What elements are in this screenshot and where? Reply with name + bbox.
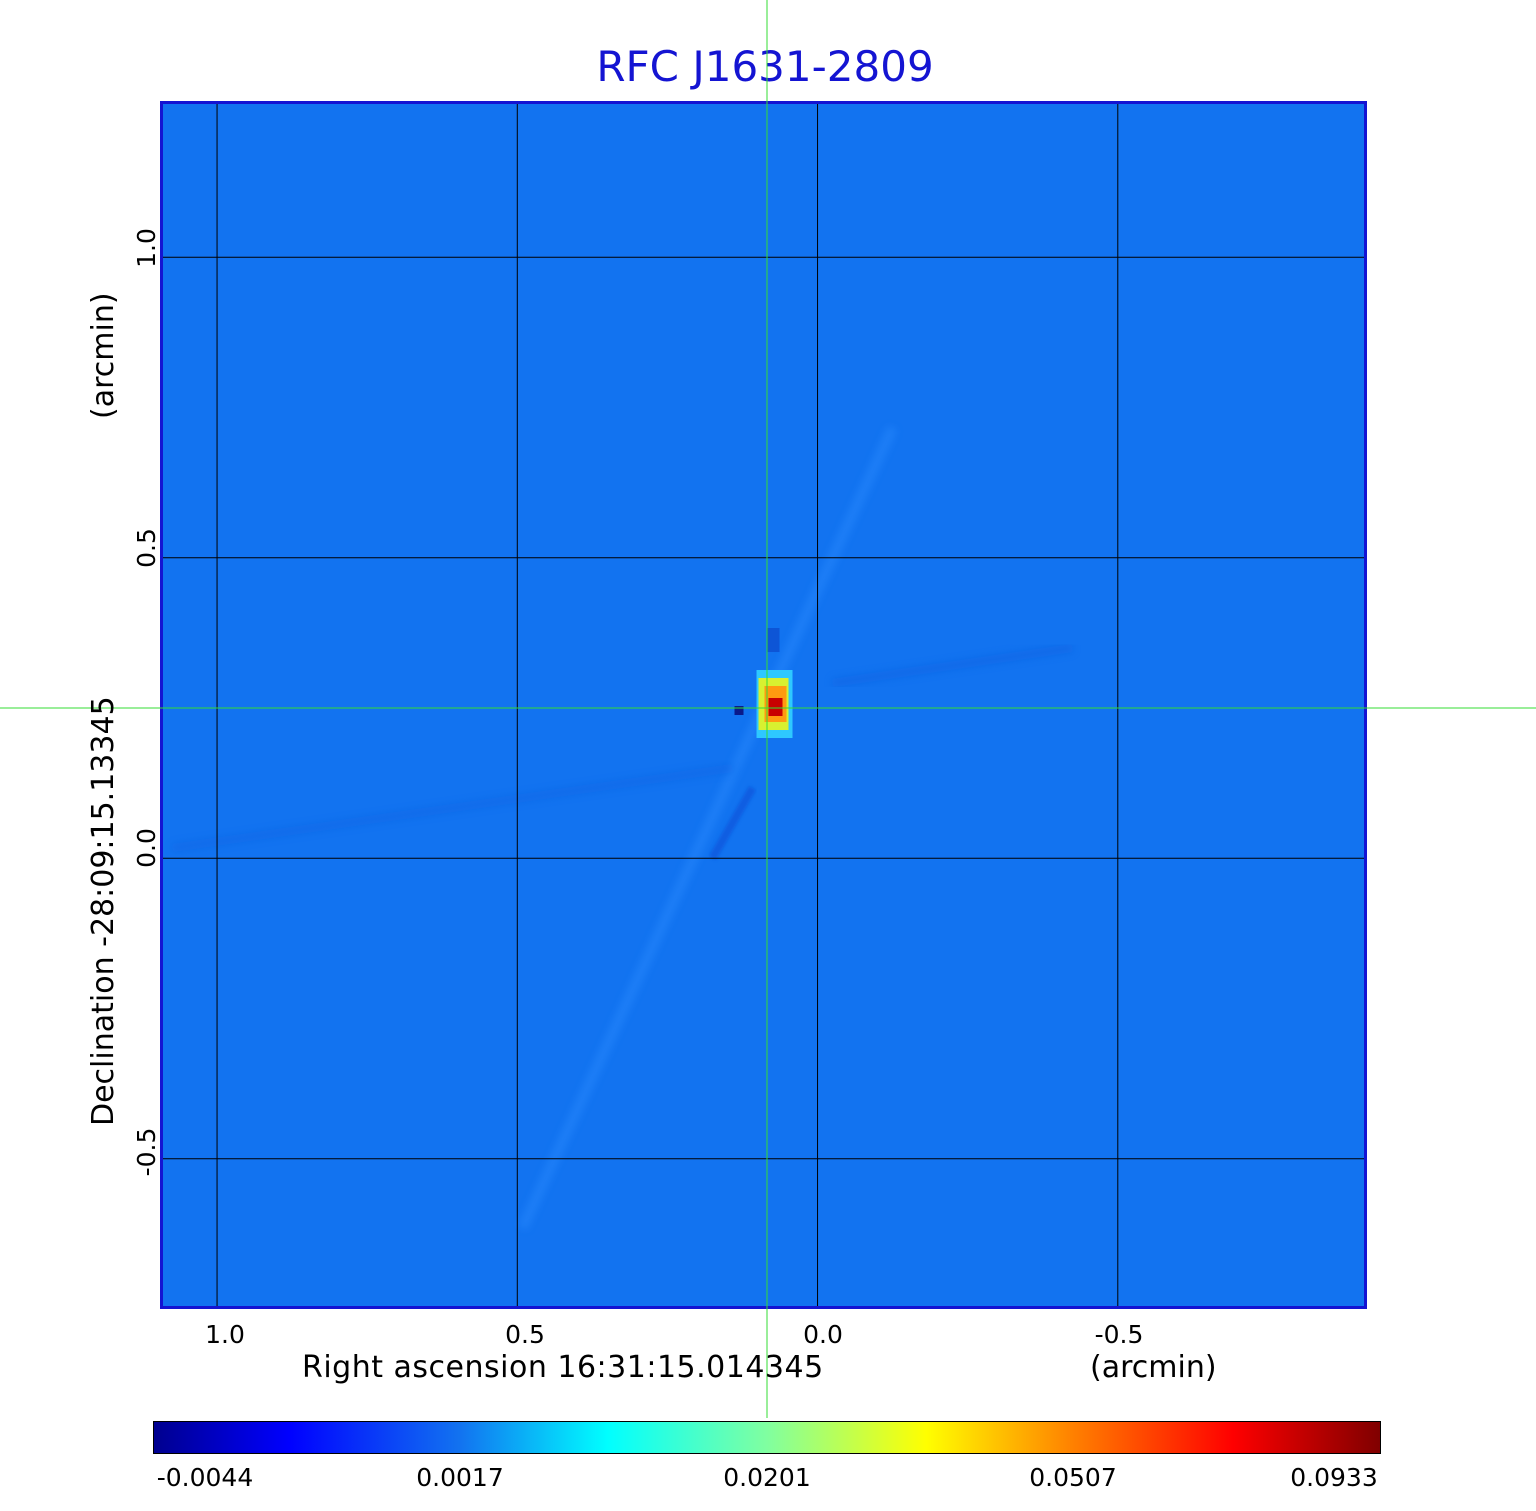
colorbar-tick-label: 0.0507 — [1029, 1463, 1117, 1492]
x-axis-label: Right ascension 16:31:15.014345 — [302, 1350, 824, 1385]
x-axis-unit: (arcmin) — [1090, 1350, 1217, 1385]
source-features — [171, 425, 1074, 1231]
x-tick-label: -0.5 — [1094, 1320, 1144, 1349]
x-tick-label: 0.5 — [505, 1320, 545, 1349]
plot-frame — [160, 101, 1367, 1309]
sidelobe-streak — [171, 764, 734, 852]
colorbar-tick-label: 0.0933 — [1290, 1463, 1378, 1492]
y-tick-label: -0.5 — [132, 1127, 161, 1177]
coordinate-grid — [160, 101, 1367, 1309]
source-peak — [768, 698, 783, 717]
y-tick-label: 0.0 — [132, 828, 161, 868]
chart-title: RFC J1631-2809 — [596, 42, 934, 91]
x-tick-label: 0.0 — [803, 1320, 843, 1349]
y-axis-unit: (arcmin) — [86, 292, 121, 419]
sidelobe-streak — [517, 425, 898, 1231]
colorbar-tick-label: 0.0017 — [416, 1463, 504, 1492]
y-tick-label: 0.5 — [132, 528, 161, 568]
x-tick-label: 1.0 — [205, 1320, 245, 1349]
colorbar — [153, 1421, 1381, 1454]
y-tick-label: 1.0 — [132, 228, 161, 268]
sidelobe-streak — [709, 786, 756, 860]
image-plot — [160, 101, 1367, 1309]
y-axis-label: Declination -28:09:15.13345 — [86, 696, 121, 1126]
sidelobe-streak — [831, 644, 1074, 687]
colorbar-tick-label: -0.0044 — [156, 1463, 254, 1492]
negative-pixel — [734, 706, 744, 716]
negative-region — [767, 628, 780, 653]
colorbar-tick-label: 0.0201 — [723, 1463, 811, 1492]
